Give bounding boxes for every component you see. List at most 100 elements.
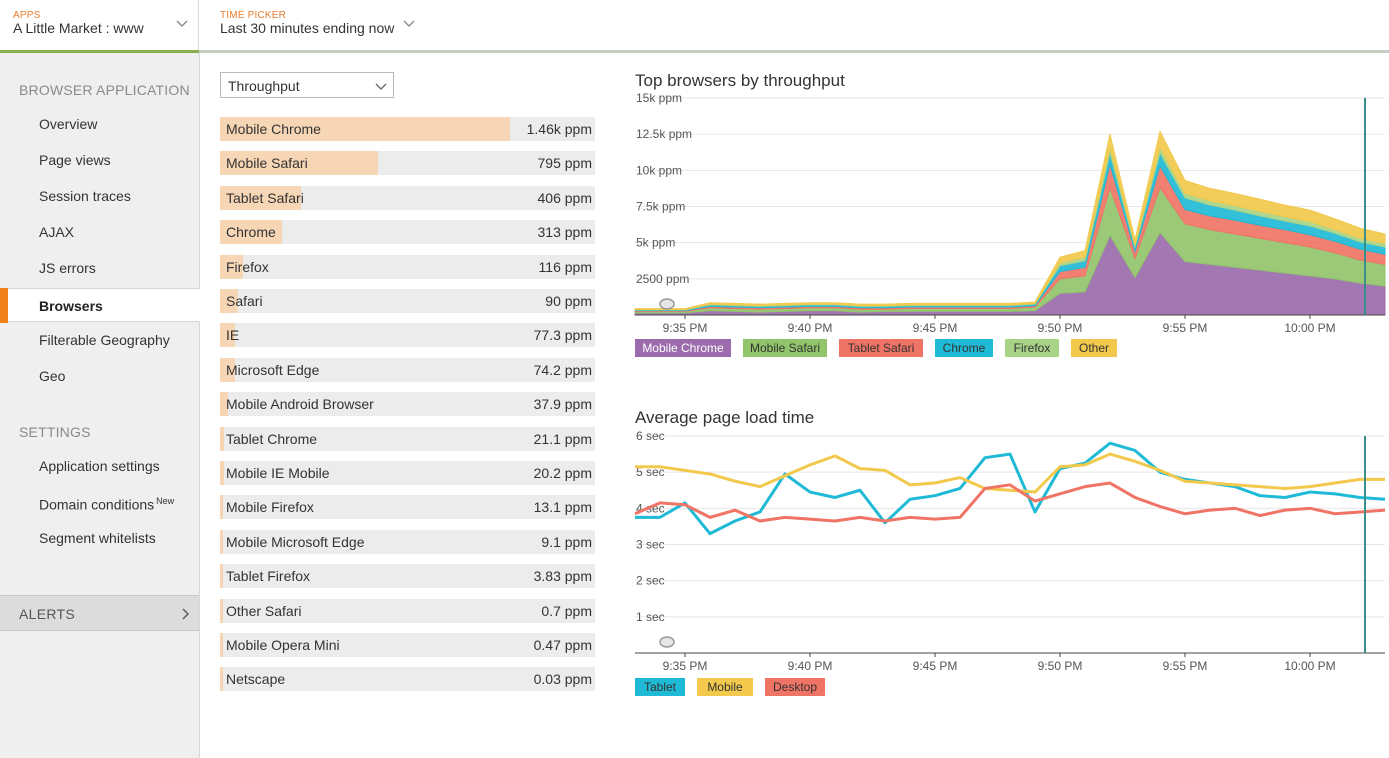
top-bar: APPS A Little Market : www TIME PICKER L… — [0, 0, 1389, 53]
metric-select[interactable]: Throughput — [220, 72, 394, 98]
time-picker[interactable]: TIME PICKER Last 30 minutes ending now — [207, 0, 437, 50]
legend-item-mobile[interactable]: Mobile — [697, 678, 753, 696]
sidebar-item-label: Session traces — [39, 188, 131, 204]
sidebar-item-filterable-geography[interactable]: Filterable Geography — [0, 323, 199, 357]
browser-row[interactable]: Other Safari 0.7 ppm — [220, 598, 595, 623]
sidebar-item-browsers[interactable]: Browsers — [0, 288, 200, 323]
area-series-other — [634, 129, 1386, 311]
browser-throughput: 313 ppm — [537, 224, 592, 241]
y-tick-label: 1 sec — [636, 610, 665, 624]
browser-row[interactable]: Safari 90 ppm — [220, 289, 595, 313]
apps-picker-value: A Little Market : www — [13, 20, 144, 36]
chevron-right-icon — [179, 608, 191, 620]
browser-throughput: 0.7 ppm — [541, 602, 592, 619]
sidebar-item-label: AJAX — [39, 224, 75, 240]
browser-row[interactable]: IE 77.3 ppm — [220, 323, 595, 348]
legend-item-tablet-safari[interactable]: Tablet Safari — [839, 339, 923, 357]
browser-name: Firefox — [226, 258, 269, 275]
browser-row[interactable]: Mobile Firefox 13.1 ppm — [220, 495, 595, 520]
browser-name: Mobile Android Browser — [226, 396, 374, 413]
chart-title: Average page load time — [635, 408, 815, 427]
browser-name: Safari — [226, 293, 263, 309]
y-tick-label: 5k ppm — [636, 236, 675, 250]
active-indicator — [0, 288, 8, 323]
time-picker-value: Last 30 minutes ending now — [220, 20, 395, 36]
sidebar-item-label: Geo — [39, 368, 66, 384]
line-series-mobile — [635, 452, 1385, 494]
sidebar-item-segment-whitelists[interactable]: Segment whitelists — [0, 521, 199, 555]
legend-item-chrome[interactable]: Chrome — [935, 339, 993, 357]
browser-row[interactable]: Mobile Safari 795 ppm — [220, 151, 595, 176]
sidebar-item-page-views[interactable]: Page views — [0, 143, 199, 177]
legend-item-tablet[interactable]: Tablet — [635, 678, 685, 696]
throughput-bar — [220, 426, 225, 451]
browser-row[interactable]: Firefox 116 ppm — [220, 254, 595, 279]
browser-throughput: 3.83 ppm — [533, 568, 592, 585]
alerts-section[interactable]: ALERTS — [0, 595, 199, 631]
y-tick-label: 2500 ppm — [636, 272, 689, 286]
sidebar-section-settings: SETTINGS — [19, 424, 91, 440]
sidebar-item-domain-conditions[interactable]: Domain conditions New — [0, 487, 199, 521]
sidebar-item-ajax[interactable]: AJAX — [0, 215, 199, 249]
browser-row[interactable]: Tablet Safari 406 ppm — [220, 185, 595, 210]
chevron-down-icon — [176, 17, 188, 29]
x-tick-label: 9:40 PM — [788, 659, 833, 673]
browser-row[interactable]: Mobile Android Browser 37.9 ppm — [220, 392, 595, 417]
throughput-bar — [220, 495, 223, 520]
sidebar-item-label: Segment whitelists — [39, 530, 156, 546]
browser-row[interactable]: Netscape 0.03 ppm — [220, 667, 595, 692]
throughput-bar — [220, 392, 228, 417]
x-tick-label: 9:35 PM — [663, 321, 708, 335]
sidebar-item-application-settings[interactable]: Application settings — [0, 449, 199, 483]
x-tick-label: 9:50 PM — [1038, 321, 1083, 335]
browser-row[interactable]: Tablet Firefox 3.83 ppm — [220, 564, 595, 589]
browser-row[interactable]: Mobile Microsoft Edge 9.1 ppm — [220, 529, 595, 554]
browser-throughput: 406 ppm — [537, 189, 592, 206]
apps-picker[interactable]: APPS A Little Market : www — [0, 0, 199, 53]
browser-row[interactable]: Chrome 313 ppm — [220, 220, 595, 245]
browser-name: Other Safari — [226, 602, 302, 619]
line-series-desktop — [634, 481, 1386, 523]
new-badge: New — [156, 496, 175, 506]
sidebar-item-label: Page views — [39, 152, 111, 168]
throughput-bar — [220, 289, 238, 313]
browser-row[interactable]: Microsoft Edge 74.2 ppm — [220, 357, 595, 382]
legend-item-mobile-chrome[interactable]: Mobile Chrome — [635, 339, 731, 357]
browser-name: Mobile Safari — [226, 155, 308, 172]
chevron-down-icon — [403, 17, 415, 29]
sidebar-item-label: Domain conditions — [39, 496, 155, 513]
sidebar-item-session-traces[interactable]: Session traces — [0, 179, 199, 213]
browser-throughput: 21.1 ppm — [533, 430, 592, 447]
browser-throughput: 1.46k ppm — [526, 121, 592, 137]
x-tick-label: 9:50 PM — [1038, 659, 1083, 673]
browser-name: Mobile Chrome — [226, 121, 321, 137]
apps-picker-kicker: APPS — [13, 10, 41, 21]
browser-name: Tablet Firefox — [226, 568, 311, 585]
event-marker-icon — [659, 636, 675, 648]
y-tick-label: 2 sec — [636, 574, 665, 588]
legend-item-desktop[interactable]: Desktop — [765, 678, 825, 696]
y-tick-label: 15k ppm — [636, 91, 682, 105]
legend-item-mobile-safari[interactable]: Mobile Safari — [743, 339, 827, 357]
legend-item-firefox[interactable]: Firefox — [1005, 339, 1059, 357]
browser-throughput: 116 ppm — [538, 258, 592, 275]
browser-row[interactable]: Mobile Chrome 1.46k ppm — [220, 117, 595, 141]
throughput-bar — [220, 323, 236, 348]
legend-item-other[interactable]: Other — [1071, 339, 1117, 357]
sidebar-item-geo[interactable]: Geo — [0, 359, 199, 393]
time-picker-kicker: TIME PICKER — [220, 10, 287, 21]
y-tick-label: 3 sec — [636, 538, 665, 552]
sidebar-item-js-errors[interactable]: JS errors — [0, 251, 199, 285]
y-tick-label: 10k ppm — [636, 163, 682, 177]
sidebar-item-overview[interactable]: Overview — [0, 107, 199, 141]
browser-throughput: 74.2 ppm — [533, 361, 592, 378]
chart-title: Top browsers by throughput — [635, 71, 845, 90]
sidebar-item-label: Filterable Geography — [39, 332, 170, 348]
browser-row[interactable]: Tablet Chrome 21.1 ppm — [220, 426, 595, 451]
browser-throughput: 37.9 ppm — [533, 396, 592, 413]
browser-throughput: 0.47 ppm — [533, 637, 592, 653]
browser-row[interactable]: Mobile Opera Mini 0.47 ppm — [220, 633, 595, 657]
throughput-bar — [220, 220, 283, 245]
browser-row[interactable]: Mobile IE Mobile 20.2 ppm — [220, 461, 595, 485]
